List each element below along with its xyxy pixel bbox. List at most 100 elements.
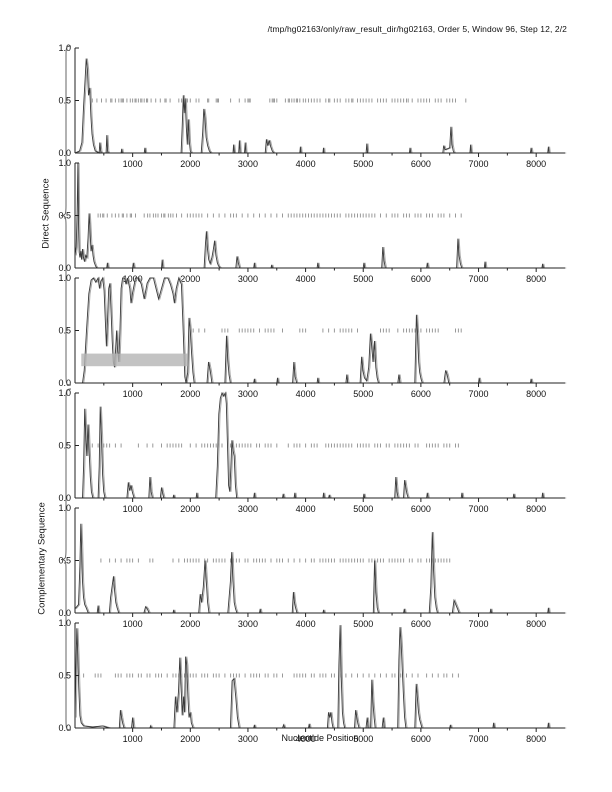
half-level-marker — [408, 443, 410, 448]
half-level-marker — [267, 673, 269, 678]
half-level-marker — [331, 443, 332, 448]
half-level-marker — [210, 443, 211, 448]
half-level-marker — [166, 673, 168, 678]
x-tick-label: 3000 — [238, 274, 258, 284]
half-level-marker — [328, 328, 330, 333]
half-level-marker — [400, 443, 402, 448]
half-level-marker — [305, 673, 307, 678]
half-level-marker — [397, 558, 399, 563]
half-level-marker — [354, 213, 356, 218]
y-tick-label: 0.0 — [58, 378, 71, 388]
half-level-marker — [276, 213, 278, 218]
y-tick-label: 0.0 — [58, 723, 71, 733]
half-level-marker — [198, 98, 200, 103]
half-level-marker — [348, 558, 350, 563]
half-level-marker — [218, 213, 220, 218]
half-level-marker — [204, 673, 206, 678]
x-tick-label: 5000 — [353, 389, 373, 399]
half-level-marker — [429, 213, 430, 218]
half-level-marker — [333, 558, 335, 563]
half-level-marker — [333, 328, 335, 333]
half-level-marker — [91, 443, 93, 448]
half-level-marker — [244, 558, 246, 563]
half-level-marker — [400, 98, 402, 103]
half-level-marker — [111, 98, 113, 103]
half-level-marker — [443, 558, 445, 563]
half-level-marker — [198, 213, 200, 218]
half-level-marker — [408, 558, 410, 563]
half-level-marker — [97, 213, 99, 218]
probability-curve — [74, 162, 565, 269]
x-tick-label: 6000 — [411, 389, 431, 399]
half-level-marker — [429, 558, 430, 563]
half-level-marker — [250, 328, 252, 333]
half-level-marker — [351, 213, 353, 218]
half-level-marker — [299, 328, 301, 333]
half-level-marker — [417, 328, 419, 333]
half-level-marker — [388, 558, 390, 563]
x-tick-label: 2000 — [180, 619, 200, 629]
half-level-marker — [394, 98, 396, 103]
half-level-marker — [316, 98, 318, 103]
half-level-marker — [230, 98, 232, 103]
half-level-marker — [431, 673, 433, 678]
half-level-marker — [247, 443, 249, 448]
probability-curve — [74, 523, 565, 614]
half-level-marker — [120, 673, 122, 678]
half-level-marker — [264, 558, 266, 563]
half-level-marker — [195, 98, 197, 103]
half-level-marker — [83, 673, 85, 678]
half-level-marker — [273, 328, 275, 333]
half-level-marker — [377, 558, 379, 563]
half-level-marker — [333, 443, 335, 448]
half-level-marker — [238, 558, 240, 563]
half-level-marker — [201, 443, 203, 448]
x-tick-label: 7000 — [469, 734, 489, 744]
half-level-marker — [159, 98, 161, 103]
half-level-marker — [417, 98, 419, 103]
y-tick-label: 0.0 — [58, 148, 71, 158]
half-level-marker — [261, 558, 263, 563]
half-level-marker — [380, 98, 381, 103]
half-level-marker — [253, 328, 255, 333]
half-level-marker — [158, 673, 160, 678]
half-level-marker — [414, 443, 416, 448]
half-level-marker — [295, 98, 297, 103]
half-level-marker — [322, 328, 324, 333]
half-level-marker — [100, 558, 102, 563]
half-level-marker — [91, 98, 93, 103]
x-tick-label: 4000 — [296, 274, 316, 284]
half-level-marker — [224, 558, 226, 563]
half-level-marker — [137, 98, 139, 103]
half-level-marker — [339, 98, 341, 103]
half-level-marker — [345, 213, 347, 218]
y-tick-label: 0.0 — [58, 608, 71, 618]
half-level-marker — [446, 558, 448, 563]
half-level-marker — [247, 98, 249, 103]
half-level-marker — [308, 98, 309, 103]
half-level-marker — [313, 443, 315, 448]
half-level-marker — [276, 558, 278, 563]
half-level-marker — [293, 673, 295, 678]
half-level-marker — [235, 673, 237, 678]
half-level-marker — [215, 443, 217, 448]
half-level-marker — [420, 558, 422, 563]
x-tick-label: 4000 — [296, 504, 316, 514]
half-level-marker — [270, 213, 272, 218]
half-level-marker — [126, 673, 128, 678]
half-level-marker — [189, 98, 191, 103]
half-level-marker — [273, 673, 275, 678]
half-level-marker — [233, 673, 234, 678]
half-level-marker — [282, 213, 283, 218]
half-level-marker — [339, 558, 341, 563]
half-level-marker — [380, 673, 381, 678]
half-level-marker — [135, 213, 136, 218]
half-level-marker — [161, 213, 162, 218]
x-tick-label: 8000 — [526, 619, 546, 629]
half-level-marker — [313, 558, 315, 563]
half-level-marker — [408, 213, 410, 218]
half-level-marker — [377, 98, 379, 103]
half-level-marker — [385, 98, 387, 103]
half-level-marker — [146, 443, 148, 448]
half-level-marker — [443, 443, 445, 448]
